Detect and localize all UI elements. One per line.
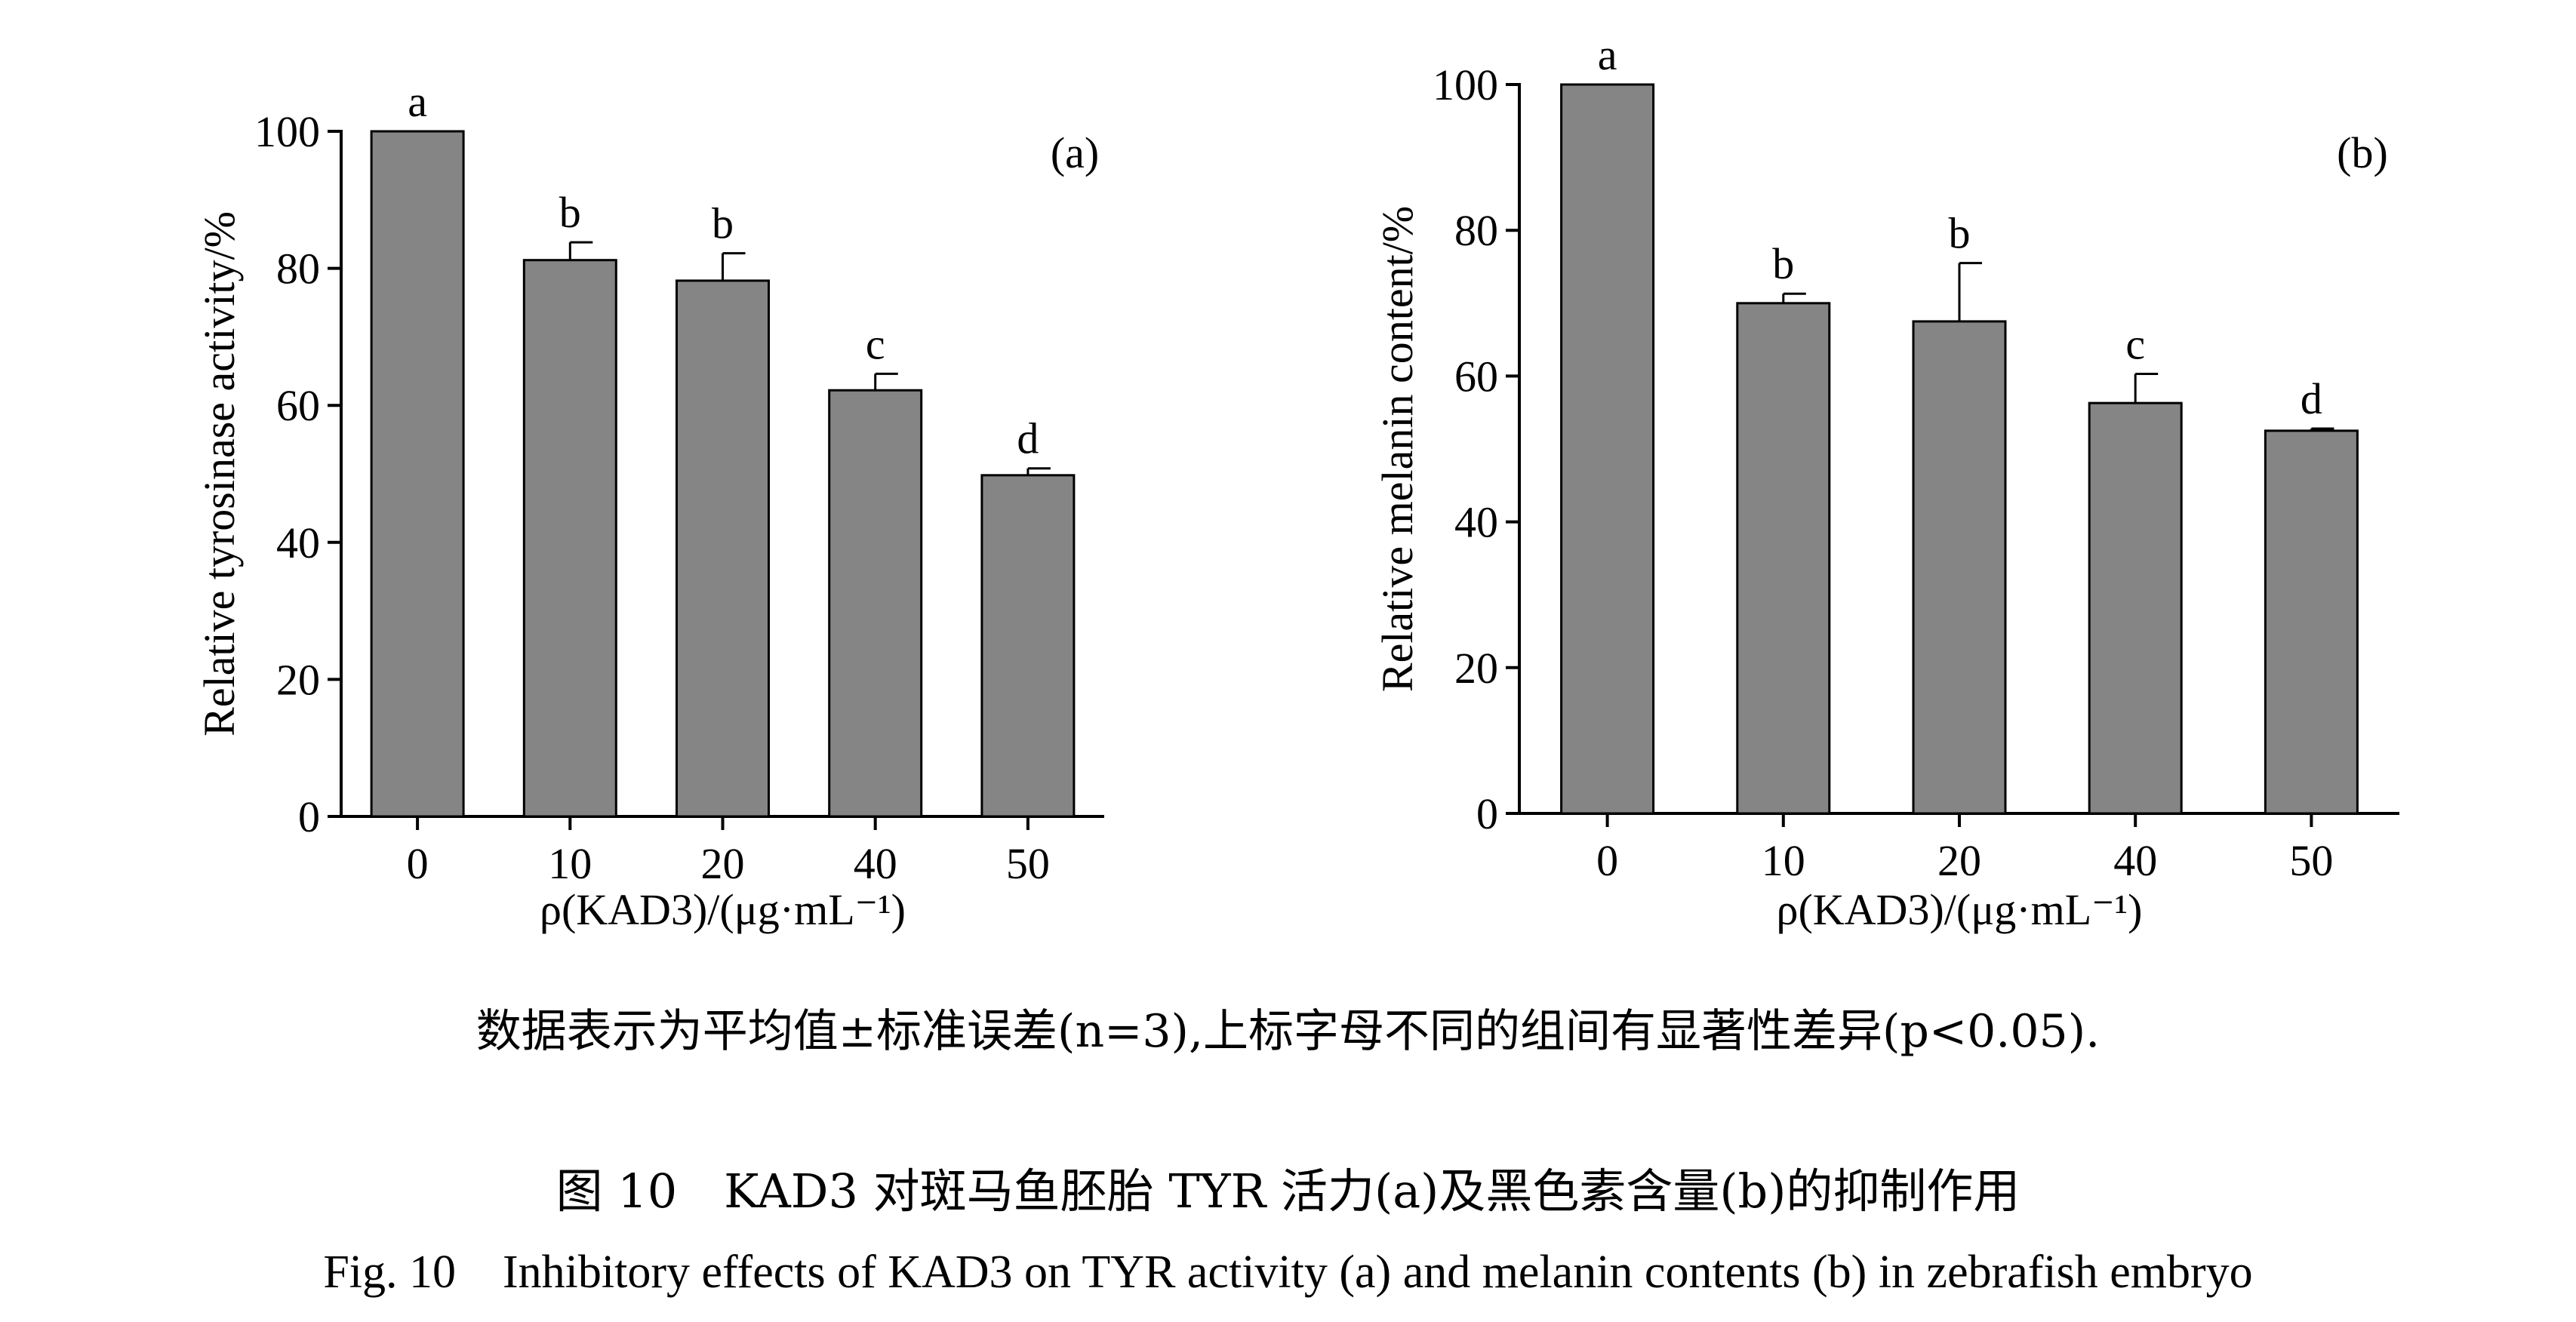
x-tick-label: 0 bbox=[1596, 836, 1618, 885]
bar bbox=[370, 130, 465, 818]
significance-letter: b bbox=[1772, 239, 1794, 288]
x-tick-label: 0 bbox=[407, 839, 429, 888]
y-axis-title: Relative melanin content/% bbox=[1373, 206, 1422, 692]
y-tick-label: 80 bbox=[1454, 206, 1498, 255]
bar bbox=[676, 279, 770, 818]
chart-b: 0 20 40 60 80 100 0 a 10 b 20 b 40 c 50 d Relative melan… bbox=[1373, 30, 2399, 934]
y-tick-label: 0 bbox=[298, 792, 320, 841]
significance-letter: a bbox=[408, 77, 427, 126]
bar bbox=[1736, 302, 1831, 815]
x-tick-label: 40 bbox=[2113, 836, 2157, 885]
y-tick-label: 0 bbox=[1476, 789, 1498, 838]
y-tick-label: 20 bbox=[1454, 644, 1498, 693]
x-tick-label: 20 bbox=[701, 839, 745, 888]
x-tick-label: 10 bbox=[548, 839, 592, 888]
significance-letter: d bbox=[2301, 374, 2322, 423]
significance-letter: a bbox=[1598, 30, 1617, 79]
x-tick-label: 50 bbox=[1006, 839, 1050, 888]
significance-letter: b bbox=[712, 199, 734, 248]
figure-title-chinese: 图 10 KAD3 对斑马鱼胚胎 TYR 活力(a)及黑色素含量(b)的抑制作用 bbox=[556, 1164, 2020, 1219]
panel-label: (b) bbox=[2337, 128, 2388, 177]
y-axis-title: Relative tyrosinase activity/% bbox=[195, 211, 244, 736]
bar bbox=[2264, 429, 2359, 815]
y-tick-label: 100 bbox=[1433, 60, 1498, 109]
figure-title-english: Fig. 10 Inhibitory effects of KAD3 on TY… bbox=[323, 1247, 2253, 1298]
significance-letter: c bbox=[2125, 320, 2145, 369]
x-tick-label: 10 bbox=[1762, 836, 1805, 885]
significance-letter: d bbox=[1017, 414, 1039, 463]
y-tick-label: 40 bbox=[276, 518, 320, 567]
x-tick-label: 20 bbox=[1937, 836, 1981, 885]
y-tick-label: 40 bbox=[1454, 498, 1498, 547]
bar bbox=[1560, 83, 1655, 815]
significance-letter: b bbox=[559, 188, 581, 237]
y-tick-label: 100 bbox=[254, 107, 320, 156]
x-tick-label: 40 bbox=[854, 839, 897, 888]
x-axis-title: ρ(KAD3)/(μg·mL⁻¹) bbox=[540, 885, 906, 934]
chart-a: 0 20 40 60 80 100 0 a 10 b 20 b 40 c 50 d Relative tyros… bbox=[195, 77, 1104, 934]
y-tick-label: 20 bbox=[276, 655, 320, 704]
significance-letter: c bbox=[866, 319, 885, 368]
bar bbox=[2088, 401, 2183, 815]
x-tick-label: 50 bbox=[2289, 836, 2333, 885]
y-tick-label: 60 bbox=[276, 381, 320, 430]
bar bbox=[1912, 320, 2007, 815]
y-tick-label: 60 bbox=[1454, 352, 1498, 401]
panel-label: (a) bbox=[1051, 128, 1099, 177]
significance-letter: b bbox=[1949, 209, 1971, 258]
y-tick-label: 80 bbox=[276, 244, 320, 294]
bar bbox=[980, 474, 1076, 818]
bar bbox=[828, 389, 923, 818]
statistics-note: 数据表示为平均值±标准误差(n=3),上标字母不同的组间有显著性差异(p<0.0… bbox=[475, 1005, 2101, 1058]
x-axis-title: ρ(KAD3)/(μg·mL⁻¹) bbox=[1777, 885, 2143, 934]
bar bbox=[522, 259, 617, 818]
